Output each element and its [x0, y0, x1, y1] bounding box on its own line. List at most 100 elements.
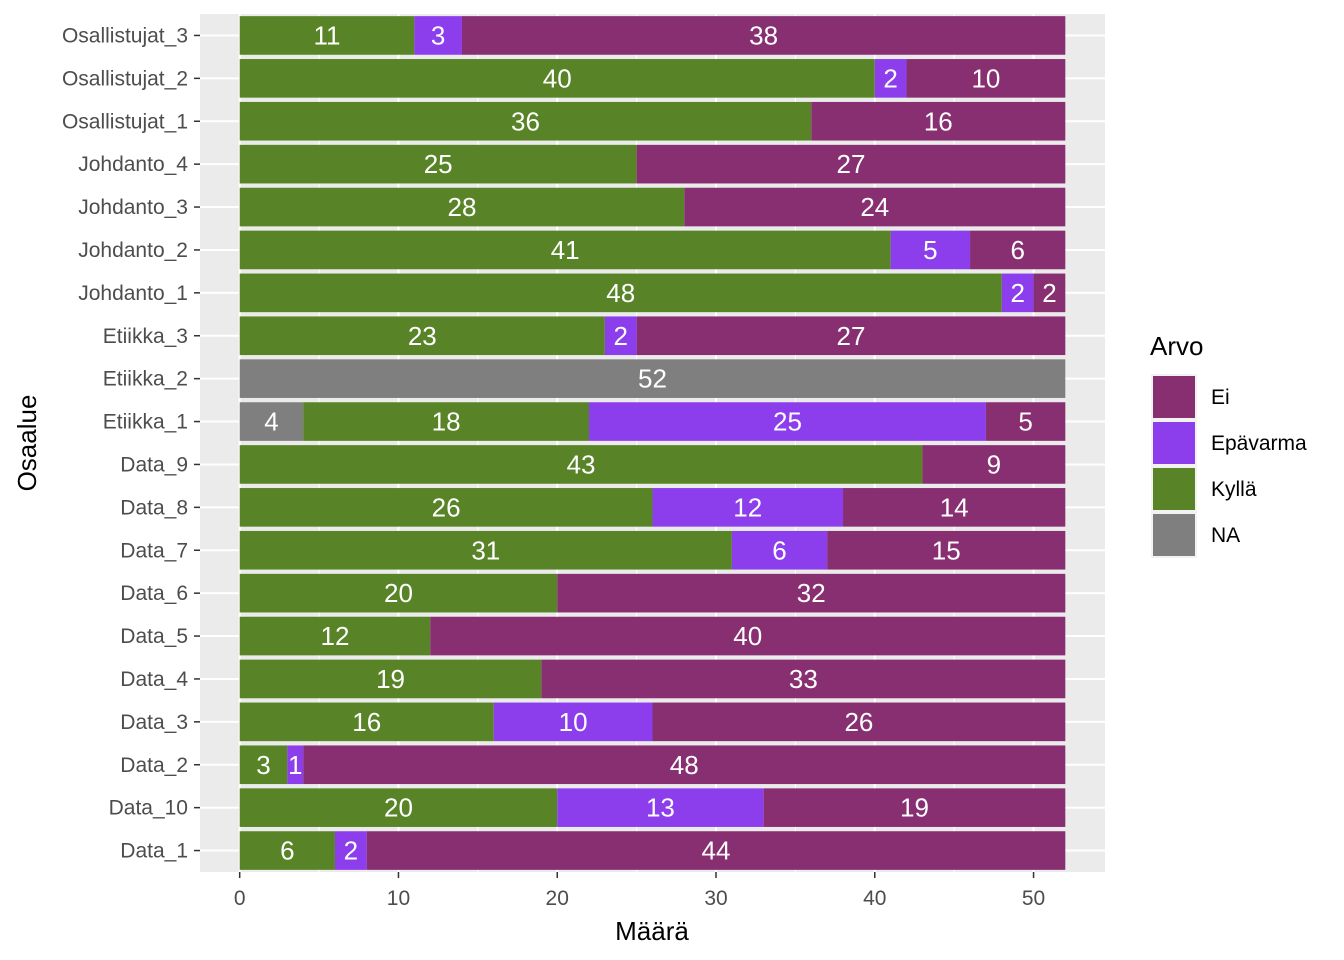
- y-tick-label: Data_6: [120, 582, 188, 605]
- y-tick-label: Data_1: [120, 840, 188, 863]
- bar-value-label: 1: [288, 750, 302, 780]
- bars: [239, 16, 1066, 870]
- legend-swatch-kylla: [1153, 468, 1195, 510]
- bar-kylla-osallistujat-2: [239, 59, 875, 98]
- bar-value-label: 41: [551, 235, 580, 265]
- y-tick-label: Data_4: [120, 668, 188, 691]
- bar-kylla-etiikka-3: [239, 316, 605, 356]
- bar-value-label: 9: [987, 449, 1001, 479]
- bar-kylla-etiikka-1: [303, 402, 589, 441]
- bar-value-label: 20: [384, 578, 413, 608]
- bar-value-label: 33: [789, 664, 818, 694]
- bar-kylla-data-7: [239, 530, 732, 570]
- bar-value-label: 28: [448, 192, 477, 222]
- bar-value-label: 2: [883, 63, 897, 93]
- y-tick-label: Johdanto_2: [78, 239, 188, 262]
- bar-value-label: 52: [638, 364, 667, 394]
- y-tick-label: Data_7: [120, 539, 188, 562]
- bar-ei-data-3: [652, 702, 1066, 742]
- bar-ei-data-9: [922, 445, 1066, 484]
- y-tick-label: Data_2: [120, 754, 188, 777]
- bar-value-label: 4: [264, 407, 278, 437]
- bar-value-label: 27: [837, 321, 866, 351]
- bar-kylla-johdanto-3: [239, 187, 685, 227]
- bar-kylla-johdanto-4: [239, 144, 637, 184]
- x-axis: 0 10 20 30 40 50: [234, 872, 1045, 910]
- bar-ei-johdanto-4: [636, 144, 1066, 184]
- bar-value-label: 19: [376, 664, 405, 694]
- bar-epavarma-johdanto-2: [890, 230, 971, 270]
- bar-value-label: 31: [471, 535, 500, 565]
- bar-value-label: 6: [1010, 235, 1024, 265]
- bar-value-label: 12: [320, 621, 349, 651]
- y-tick-label: Johdanto_3: [78, 196, 188, 219]
- bar-ei-osallistujat-3: [461, 16, 1066, 55]
- bar-value-label: 14: [940, 492, 969, 522]
- y-tick-label: Johdanto_4: [78, 153, 188, 176]
- bar-epavarma-data-3: [493, 702, 653, 742]
- bar-value-label: 25: [424, 149, 453, 179]
- bar-value-label: 2: [614, 321, 628, 351]
- y-axis: Osallistujat_3 Osallistujat_2 Osallistujat…: [62, 24, 200, 863]
- y-tick-label: Osallistujat_2: [62, 67, 188, 90]
- bar-kylla-osallistujat-3: [239, 16, 415, 55]
- bar-ei-etiikka-1: [985, 402, 1066, 441]
- bar-value-label: 32: [797, 578, 826, 608]
- legend: Arvo Ei Epävarma Kyllä NA: [1150, 331, 1307, 558]
- bar-ei-data-7: [827, 530, 1066, 570]
- legend-swatch-na: [1153, 514, 1195, 556]
- bar-kylla-data-9: [239, 445, 923, 484]
- legend-label: Kyllä: [1211, 478, 1257, 501]
- bar-epavarma-osallistujat-3: [414, 16, 462, 55]
- bar-value-label: 20: [384, 793, 413, 823]
- y-tick-label: Data_8: [120, 496, 188, 519]
- bar-ei-data-4: [541, 659, 1066, 699]
- bar-ei-etiikka-3: [636, 316, 1066, 356]
- bar-value-label: 3: [431, 20, 445, 50]
- bar-kylla-data-4: [239, 659, 542, 699]
- bar-epavarma-data-10: [557, 788, 764, 827]
- bar-value-label: 12: [733, 492, 762, 522]
- bar-kylla-data-2: [239, 745, 288, 785]
- bar-ei-johdanto-2: [970, 230, 1066, 270]
- legend-label: Ei: [1211, 386, 1230, 409]
- bar-value-label: 26: [844, 707, 873, 737]
- bar-value-label: 6: [280, 836, 294, 866]
- bar-value-label: 43: [567, 449, 596, 479]
- bar-value-label: 48: [670, 750, 699, 780]
- bar-value-label: 13: [646, 793, 675, 823]
- bar-ei-johdanto-1: [1033, 273, 1066, 313]
- x-tick-label: 40: [863, 887, 886, 910]
- bar-kylla-data-10: [239, 788, 558, 827]
- legend-swatch-epavarma: [1153, 422, 1195, 464]
- bar-na-etiikka-1: [239, 402, 304, 441]
- x-tick-label: 10: [387, 887, 410, 910]
- bar-value-label: 38: [749, 20, 778, 50]
- bar-ei-osallistujat-1: [811, 101, 1066, 141]
- legend-label: NA: [1211, 524, 1240, 547]
- y-tick-label: Etiikka_1: [103, 411, 188, 434]
- bar-value-label: 2: [1042, 278, 1056, 308]
- bar-value-label: 26: [432, 492, 461, 522]
- bar-value-label: 40: [733, 621, 762, 651]
- bar-value-label: 5: [1018, 407, 1032, 437]
- bar-na-etiikka-2: [239, 359, 1066, 398]
- y-tick-label: Osallistujat_3: [62, 24, 188, 47]
- bar-value-label: 11: [314, 20, 341, 50]
- bar-ei-data-2: [303, 745, 1066, 785]
- bar-ei-johdanto-3: [684, 187, 1066, 227]
- bar-value-label: 25: [773, 407, 802, 437]
- y-tick-label: Etiikka_2: [103, 368, 188, 391]
- bar-kylla-data-1: [239, 831, 335, 870]
- legend-title: Arvo: [1150, 331, 1203, 361]
- bar-value-label: 18: [432, 407, 461, 437]
- bar-ei-data-1: [366, 831, 1066, 870]
- y-tick-label: Data_5: [120, 625, 188, 648]
- y-tick-label: Osallistujat_1: [62, 110, 188, 133]
- x-tick-label: 20: [546, 887, 569, 910]
- y-tick-label: Data_10: [109, 797, 188, 820]
- bar-ei-osallistujat-2: [906, 59, 1066, 98]
- bar-kylla-osallistujat-1: [239, 101, 812, 141]
